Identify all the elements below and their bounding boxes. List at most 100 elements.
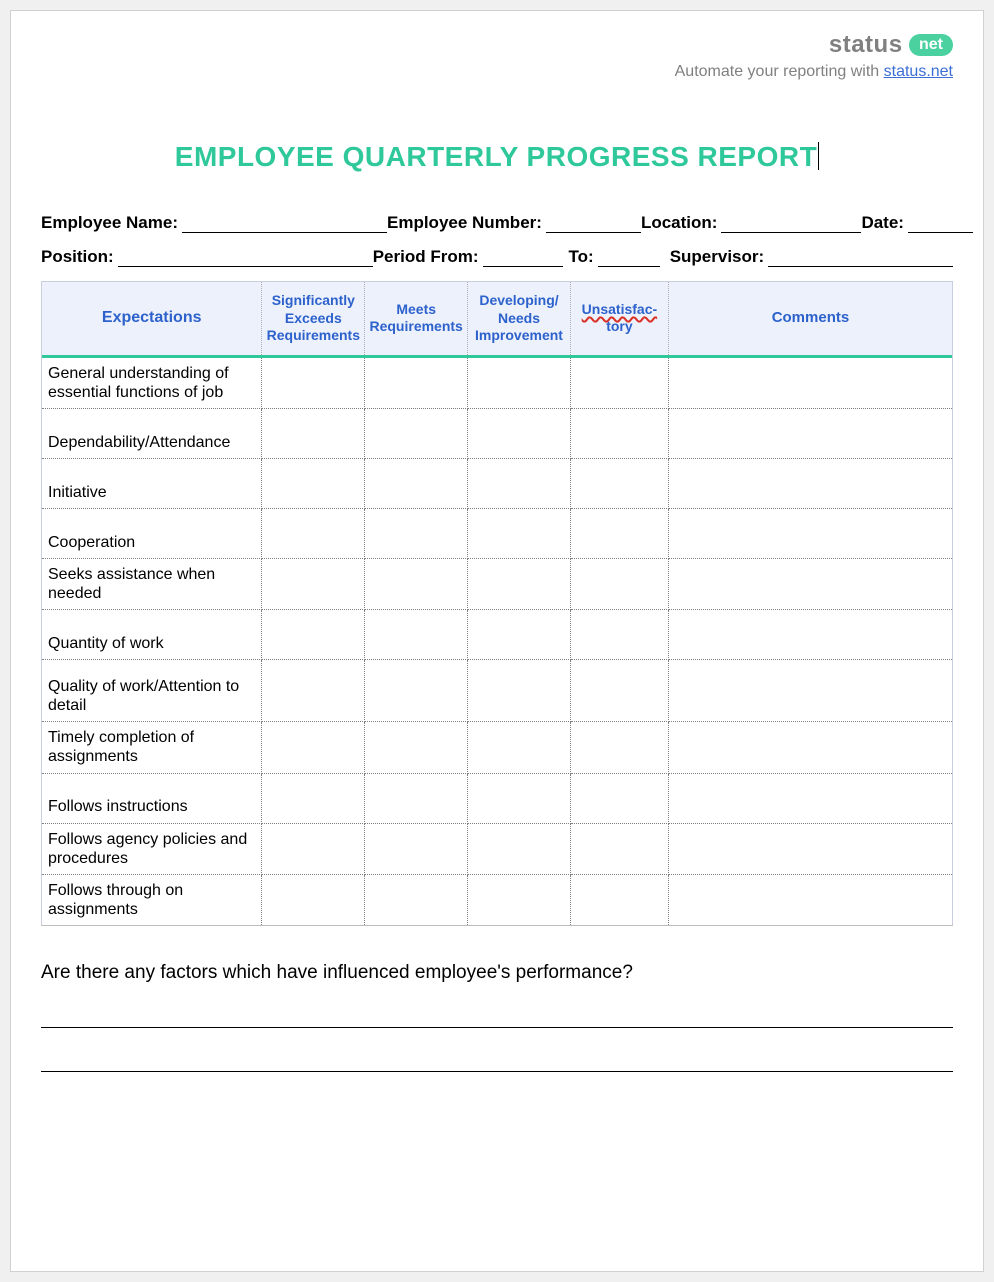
cell-rating[interactable] [365,660,468,722]
table-row: Follows agency policies and procedures [42,823,953,874]
cell-rating[interactable] [365,408,468,458]
table-row: Follows through on assignments [42,875,953,926]
question-text: Are there any factors which have influen… [41,962,953,984]
col-header-developing: Developing/ Needs Improvement [468,282,571,355]
cell-rating[interactable] [262,660,365,722]
cell-expectation: General understanding of essential funct… [42,358,262,409]
input-employee-number[interactable] [546,215,641,233]
cell-rating[interactable] [570,722,668,773]
brand-tagline: Automate your reporting with status.net [41,63,953,81]
tagline-prefix: Automate your reporting with [675,63,884,80]
input-employee-name[interactable] [182,215,387,233]
cell-rating[interactable] [365,875,468,926]
input-position[interactable] [118,249,373,267]
cell-rating[interactable] [365,358,468,409]
cell-comments[interactable] [668,508,952,558]
cell-rating[interactable] [468,458,571,508]
cell-rating[interactable] [262,610,365,660]
cell-rating[interactable] [570,358,668,409]
cell-rating[interactable] [262,558,365,609]
label-period-from: Period From: [373,247,483,267]
cell-rating[interactable] [570,660,668,722]
cell-comments[interactable] [668,610,952,660]
cell-rating[interactable] [468,610,571,660]
cell-rating[interactable] [468,722,571,773]
cell-expectation: Seeks assistance when needed [42,558,262,609]
label-position: Position: [41,247,118,267]
tagline-link[interactable]: status.net [884,63,953,80]
col-header-unsatisfactory: Unsatisfac- tory [570,282,668,355]
col-header-meets: Meets Requirements [365,282,468,355]
cell-rating[interactable] [365,610,468,660]
form-row-1: Employee Name: Employee Number: Location… [41,213,953,233]
cell-comments[interactable] [668,722,952,773]
cell-rating[interactable] [468,875,571,926]
cell-comments[interactable] [668,823,952,874]
cell-rating[interactable] [570,508,668,558]
table-row: Cooperation [42,508,953,558]
cell-comments[interactable] [668,773,952,823]
brand-header: status net Automate your reporting with … [41,31,953,81]
cell-rating[interactable] [468,660,571,722]
label-employee-number: Employee Number: [387,213,546,233]
input-date[interactable] [908,215,973,233]
col-header-expectations: Expectations [42,282,262,355]
cell-rating[interactable] [570,558,668,609]
input-location[interactable] [721,215,861,233]
brand-logo-text: status [829,31,903,58]
input-period-from[interactable] [483,249,563,267]
cell-comments[interactable] [668,875,952,926]
table-row: General understanding of essential funct… [42,358,953,409]
form-fields: Employee Name: Employee Number: Location… [41,213,953,267]
cell-expectation: Cooperation [42,508,262,558]
cell-rating[interactable] [262,773,365,823]
cell-rating[interactable] [365,458,468,508]
cell-rating[interactable] [570,773,668,823]
cell-rating[interactable] [365,558,468,609]
label-to: To: [563,247,598,267]
cell-comments[interactable] [668,458,952,508]
cell-rating[interactable] [365,773,468,823]
cell-rating[interactable] [365,823,468,874]
cell-rating[interactable] [262,458,365,508]
cell-rating[interactable] [468,823,571,874]
cell-rating[interactable] [262,508,365,558]
cell-rating[interactable] [262,408,365,458]
cell-rating[interactable] [468,773,571,823]
cell-rating[interactable] [262,823,365,874]
cell-rating[interactable] [570,458,668,508]
table-row: Quality of work/Attention to detail [42,660,953,722]
table-header-row: Expectations Significantly Exceeds Requi… [42,282,953,355]
evaluation-table: Expectations Significantly Exceeds Requi… [41,281,953,926]
cell-comments[interactable] [668,358,952,409]
brand-logo-line: status net [41,31,953,59]
cell-rating[interactable] [262,358,365,409]
cell-rating[interactable] [365,508,468,558]
document-page: status net Automate your reporting with … [10,10,984,1272]
cell-rating[interactable] [468,408,571,458]
text-cursor [818,142,819,170]
cell-rating[interactable] [468,358,571,409]
cell-rating[interactable] [570,408,668,458]
cell-rating[interactable] [262,875,365,926]
cell-rating[interactable] [468,508,571,558]
answer-line-2[interactable] [41,1046,953,1072]
answer-line-1[interactable] [41,1002,953,1028]
cell-comments[interactable] [668,408,952,458]
cell-rating[interactable] [570,875,668,926]
label-location: Location: [641,213,722,233]
table-row: Initiative [42,458,953,508]
cell-rating[interactable] [262,722,365,773]
col-header-comments: Comments [668,282,952,355]
cell-comments[interactable] [668,558,952,609]
input-supervisor[interactable] [768,249,953,267]
cell-rating[interactable] [570,610,668,660]
table-row: Quantity of work [42,610,953,660]
document-title: EMPLOYEE QUARTERLY PROGRESS REPORT [41,141,953,173]
cell-rating[interactable] [468,558,571,609]
cell-comments[interactable] [668,660,952,722]
cell-rating[interactable] [365,722,468,773]
cell-rating[interactable] [570,823,668,874]
table-row: Timely completion of assignments [42,722,953,773]
input-period-to[interactable] [598,249,660,267]
